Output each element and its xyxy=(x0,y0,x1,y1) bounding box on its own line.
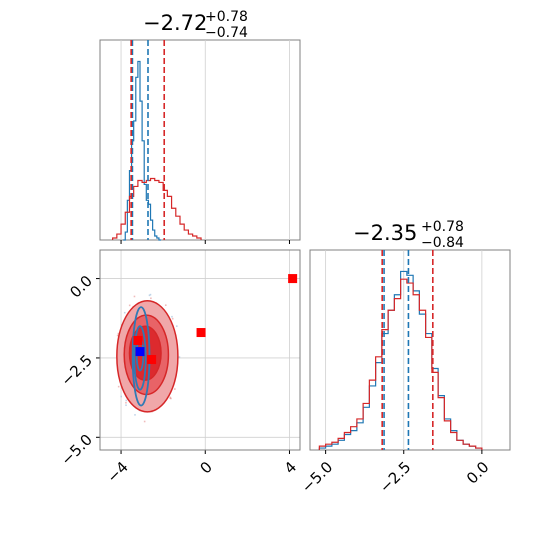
scatter-point xyxy=(117,332,120,335)
x-tick-label: 4 xyxy=(281,458,300,477)
axes-frame-bottom-left-border xyxy=(99,249,301,451)
scatter-point xyxy=(120,395,123,398)
scatter-point xyxy=(143,420,146,423)
histograms-bottom-right xyxy=(318,270,483,450)
scatter-point xyxy=(169,396,172,399)
scatter-point xyxy=(125,404,127,407)
title-bottom-right-plus: +0.78 xyxy=(421,219,464,235)
quantile-lines-top-left xyxy=(130,40,166,240)
red-square-marker xyxy=(147,355,157,365)
x-tick-label: −4 xyxy=(103,458,131,486)
ticks-bottom-right: −5.0 −2.5 0.0 xyxy=(298,450,493,497)
scatter-point xyxy=(128,304,131,307)
y-tick-label: −2.5 xyxy=(58,351,96,389)
quantile-lines-bottom-right xyxy=(381,250,434,450)
x-tick-label: −5.0 xyxy=(298,458,336,496)
red-square-marker xyxy=(133,335,143,345)
scatter-point xyxy=(164,304,167,306)
red-square-marker xyxy=(288,274,298,284)
title-top-left-plus: +0.78 xyxy=(205,9,248,25)
scatter-point xyxy=(150,297,152,300)
histogram-step-line xyxy=(318,278,483,450)
title-top-left-minus: −0.74 xyxy=(205,25,248,41)
scatter-point xyxy=(178,356,181,358)
scatter-point xyxy=(149,293,152,296)
red-square-marker xyxy=(196,328,206,338)
scatter-point xyxy=(175,325,178,327)
panel-bottom-left-contour: −4 0 4 0.0 −2.5 −5.0 xyxy=(58,249,301,486)
scatter-point xyxy=(174,388,176,390)
scatter-point xyxy=(171,317,174,320)
x-tick-label: −2.5 xyxy=(376,458,414,496)
scatter-point xyxy=(125,401,127,404)
scatter-point xyxy=(123,311,126,314)
histogram-step-line xyxy=(112,177,202,240)
blue-contour-level xyxy=(133,325,147,391)
histogram-step-line xyxy=(123,60,162,241)
scatter-point xyxy=(134,414,136,416)
scatter-point xyxy=(133,295,136,298)
grid-top-left xyxy=(120,40,290,240)
scatter-point xyxy=(125,399,128,402)
histograms-top-left xyxy=(112,60,202,241)
scatter-point xyxy=(148,294,151,297)
grid-bottom-right xyxy=(325,250,483,450)
scatter-point xyxy=(117,385,120,388)
scatter-point xyxy=(116,334,119,337)
axes-frame-bottom-right xyxy=(309,249,511,451)
title-bottom-right-minus: −0.84 xyxy=(421,235,464,251)
panel-top-left-histogram: −2.72 +0.78 −0.74 xyxy=(99,9,301,244)
markers-bottom-left xyxy=(133,274,298,365)
scatter-point xyxy=(171,315,173,318)
y-tick-label: −5.0 xyxy=(58,431,96,469)
blue-square-marker xyxy=(135,347,145,357)
x-tick-label: 0 xyxy=(197,458,216,477)
title-top-left-value: −2.72 xyxy=(143,11,207,35)
grid-bottom-left xyxy=(100,250,300,450)
panel-bottom-right-histogram: −5.0 −2.5 0.0 −2.35 +0.78 −0.84 xyxy=(298,219,511,497)
title-bottom-right-value: −2.35 xyxy=(353,221,417,245)
ticks-top-left xyxy=(120,240,290,244)
y-tick-label: 0.0 xyxy=(66,272,96,302)
x-tick-label: 0.0 xyxy=(463,458,493,488)
